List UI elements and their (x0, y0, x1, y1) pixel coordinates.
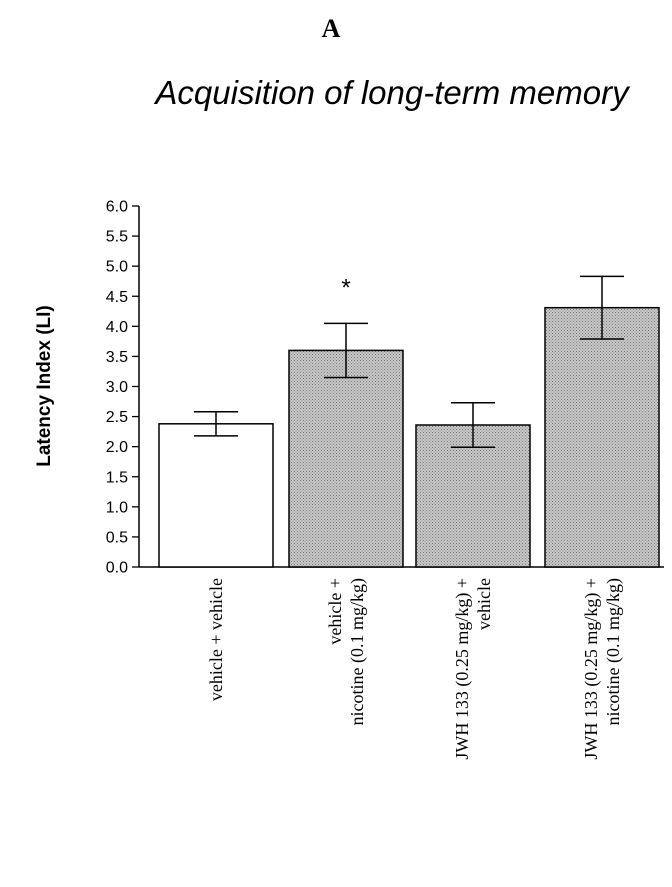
x-category-label-line: nicotine (0.1 mg/kg) (603, 578, 624, 725)
x-category-label-line: nicotine (0.1 mg/kg) (347, 578, 368, 725)
y-tick-label: 4.0 (106, 319, 128, 336)
y-tick-label: 5.0 (106, 259, 128, 276)
y-tick-label: 1.5 (106, 469, 128, 486)
x-category-label-line: JWH 133 (0.25 mg/kg) + (581, 578, 602, 760)
plot-area: 0.0 0.5 1.0 1.5 2.0 2.5 3.0 3.5 4.0 4.5 5.0 5.5 6.0 v… (106, 199, 664, 760)
y-tick-label: 5.5 (106, 229, 128, 246)
significance-star: * (341, 274, 350, 301)
y-tick-label: 0.5 (106, 529, 128, 546)
x-category-label: JWH 133 (0.25 mg/kg) + nicotine (0.1 mg/k… (581, 578, 624, 760)
y-tick-label: 2.5 (106, 409, 128, 426)
y-tick-label: 1.0 (106, 499, 128, 516)
y-tick-label: 0.0 (106, 560, 128, 577)
y-tick-label: 3.0 (106, 379, 128, 396)
y-tick-label: 6.0 (106, 199, 128, 216)
y-tick-label: 2.0 (106, 439, 128, 456)
y-axis-label: Latency Index (LI) (34, 305, 55, 467)
bar (288, 349, 404, 568)
bar (158, 423, 274, 568)
panel-label: A (322, 14, 341, 43)
y-tick-label: 4.5 (106, 289, 128, 306)
x-category-label-line: vehicle (474, 578, 494, 630)
x-category-label-line: JWH 133 (0.25 mg/kg) + (452, 578, 473, 760)
bar (544, 306, 660, 568)
bar (415, 424, 531, 568)
y-tick-label: 3.5 (106, 349, 128, 366)
chart-title: Acquisition of long-term memory (153, 74, 631, 111)
x-category-label: vehicle + vehicle (206, 578, 226, 701)
x-category-label-line: vehicle + (325, 578, 345, 645)
x-category-label: vehicle + nicotine (0.1 mg/kg) (325, 578, 368, 725)
x-category-label-line: vehicle + vehicle (206, 578, 226, 701)
x-category-label: JWH 133 (0.25 mg/kg) + vehicle (452, 578, 494, 760)
